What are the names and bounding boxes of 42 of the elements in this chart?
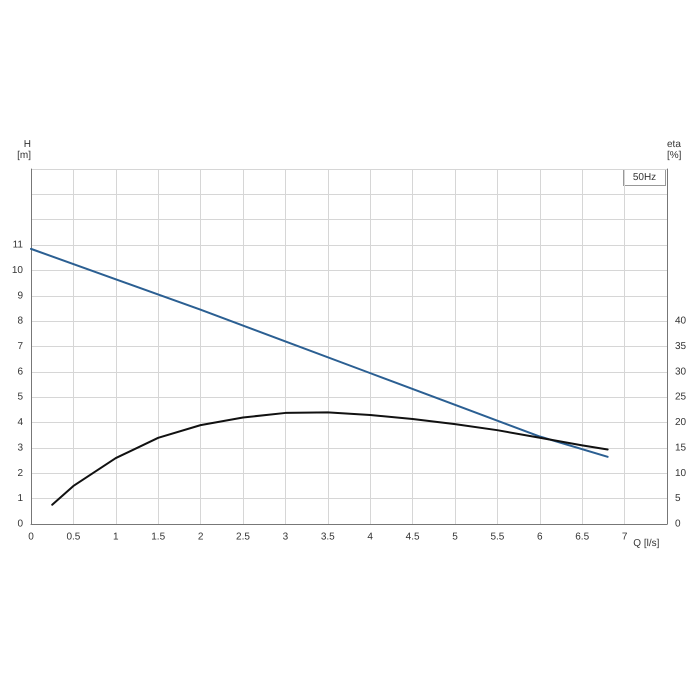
- y-tick-label: 0: [17, 518, 24, 530]
- y-tick-label: 10: [12, 264, 24, 276]
- y2-tick-label: 20: [675, 417, 687, 428]
- x-tick-label: 3: [282, 532, 289, 542]
- x-tick-label: 2: [198, 532, 204, 542]
- x-tick-label: 1: [113, 532, 120, 542]
- y-tick-label: 8: [17, 316, 24, 327]
- x-tick-label: 0: [28, 532, 34, 542]
- x-tick-label: 5: [452, 532, 458, 542]
- y2-tick-label: 35: [675, 341, 687, 352]
- x-tick-label: 4.5: [406, 532, 420, 542]
- y-tick-label: 4: [17, 417, 24, 428]
- x-tick-label: 6: [537, 532, 544, 542]
- y2-tick-label: 5: [675, 493, 681, 504]
- y2-tick-label: 25: [675, 392, 687, 403]
- x-tick-label: 1.5: [151, 532, 166, 542]
- line-series: [30, 248, 609, 458]
- y-tick-label: 6: [17, 366, 24, 378]
- y2-tick-label: 30: [675, 366, 687, 378]
- x-tick-label: 6.5: [575, 532, 590, 542]
- x-tick-label: 4: [367, 532, 374, 542]
- y2-axis-title: eta [%]: [667, 139, 682, 161]
- y2-tick-label: 10: [675, 468, 687, 479]
- y-tick-label: 9: [17, 290, 24, 302]
- y-tick-label: 7: [17, 341, 24, 352]
- x-tick-label: 0.5: [66, 532, 81, 542]
- y-tick-label: 11: [12, 240, 24, 251]
- x-tick-label: 7: [622, 532, 628, 542]
- x-tick-label: 5.5: [490, 532, 505, 542]
- annotation: 50Hz: [632, 172, 656, 183]
- line-series: [51, 411, 609, 506]
- y2-tick-label: 0: [675, 518, 681, 530]
- x-tick-label: 2.5: [236, 532, 250, 542]
- y-tick-label: 3: [17, 442, 24, 454]
- y-axis-title: H [m]: [17, 139, 32, 161]
- y-tick-label: 2: [17, 468, 24, 479]
- y-tick-label: 5: [17, 392, 24, 403]
- y-tick-label: 1: [17, 493, 24, 504]
- x-axis-title: Q [l/s]: [633, 538, 660, 549]
- x-tick-label: 3.5: [320, 532, 336, 542]
- y2-tick-label: 15: [675, 442, 687, 454]
- y2-tick-label: 40: [675, 316, 687, 327]
